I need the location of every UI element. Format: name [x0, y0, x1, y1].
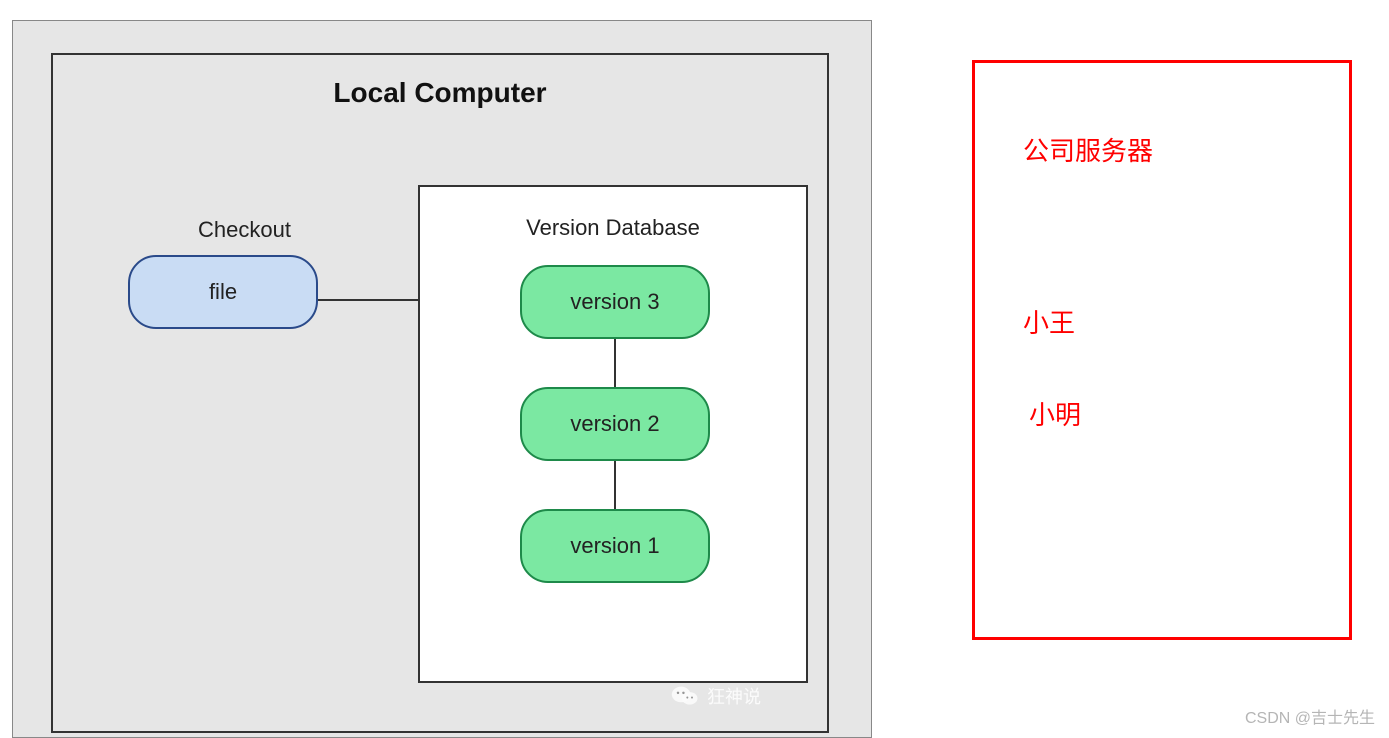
right-text-ming: 小明 — [1029, 395, 1081, 432]
version-3-text: version 3 — [570, 289, 659, 315]
wechat-watermark-text: 狂神说 — [707, 683, 761, 709]
right-text-wang: 小王 — [1023, 303, 1075, 340]
file-node-text: file — [209, 279, 237, 305]
wechat-icon — [671, 683, 699, 709]
version-2-node: version 2 — [520, 387, 710, 461]
edge-v3-v2 — [614, 339, 616, 387]
local-computer-title: Local Computer — [53, 77, 827, 109]
diagram-canvas: Local Computer Checkout file Version Dat… — [12, 20, 872, 738]
file-node: file — [128, 255, 318, 329]
checkout-label: Checkout — [198, 217, 291, 243]
csdn-watermark: CSDN @吉士先生 — [1245, 704, 1375, 728]
version-database-box: Version Database version 3 version 2 ver… — [418, 185, 808, 683]
version-1-node: version 1 — [520, 509, 710, 583]
edge-v2-v1 — [614, 461, 616, 509]
wechat-watermark: 狂神说 — [671, 683, 761, 709]
right-text-server: 公司服务器 — [1023, 131, 1153, 168]
version-2-text: version 2 — [570, 411, 659, 437]
version-database-title: Version Database — [420, 215, 806, 241]
right-annotation-box: 公司服务器 小王 小明 — [972, 60, 1352, 640]
version-3-node: version 3 — [520, 265, 710, 339]
local-computer-box: Local Computer Checkout file Version Dat… — [51, 53, 829, 733]
version-1-text: version 1 — [570, 533, 659, 559]
